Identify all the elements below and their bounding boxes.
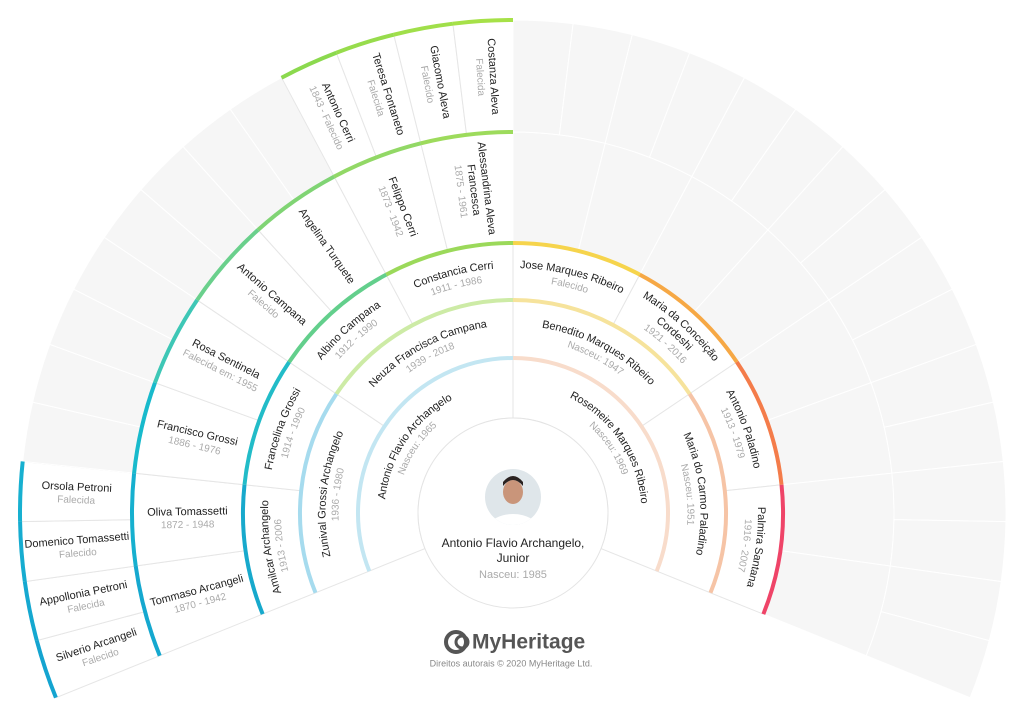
person-name: Oliva Tomassetti [147, 505, 228, 518]
person-name: Costanza Aleva [485, 38, 502, 116]
cell-border [153, 298, 199, 384]
cell-bg [762, 550, 891, 657]
cell-border [280, 50, 338, 80]
logo-icon [444, 630, 470, 654]
cell-border [452, 18, 514, 26]
cell-border [133, 565, 162, 657]
person-dates: Falecido [59, 547, 98, 561]
cell-border [18, 461, 25, 522]
cell-border [335, 32, 395, 55]
cell-border [298, 392, 339, 594]
cell-border [241, 484, 265, 615]
root-name: Antonio Flavio Archangelo, [442, 536, 585, 550]
root-dates: Nasceu: 1985 [479, 569, 547, 581]
cell-border [22, 581, 39, 642]
cell-border [287, 272, 388, 364]
cell-border [512, 356, 670, 572]
person-dates: Falecida [473, 58, 486, 97]
empty-cell [865, 610, 990, 699]
cell-border [242, 360, 291, 485]
person-dates: Falecida [57, 494, 96, 507]
cell-border [132, 382, 157, 474]
cell-border [385, 241, 514, 277]
cell-border [512, 241, 641, 277]
cell-border [34, 640, 58, 699]
person-name: Orsola Petroni [41, 480, 112, 495]
cell-bg [779, 472, 895, 567]
cell-bg [865, 610, 990, 699]
cell-border [512, 298, 692, 396]
cell-border [393, 21, 454, 37]
empty-cell [779, 472, 895, 567]
cell-border [333, 141, 422, 179]
cell-border [18, 521, 27, 582]
cell-border [256, 174, 336, 232]
cell-border [130, 472, 138, 567]
cell-border [761, 484, 785, 615]
cell-border [420, 130, 514, 146]
person-cell[interactable]: Angelina Turquete [257, 175, 387, 314]
copyright: Direitos autorais © 2020 MyHeritage Ltd. [430, 658, 593, 668]
empty-cell [762, 550, 891, 657]
cell-border [687, 392, 728, 594]
cell-border [334, 298, 514, 396]
logo: MyHeritage [472, 631, 585, 654]
cell-border [195, 228, 260, 302]
cell-border [735, 360, 784, 485]
cell-border [638, 272, 739, 364]
root-name: Junior [497, 551, 530, 565]
cell-border [356, 356, 514, 572]
person-dates: 1872 - 1948 [161, 519, 215, 531]
